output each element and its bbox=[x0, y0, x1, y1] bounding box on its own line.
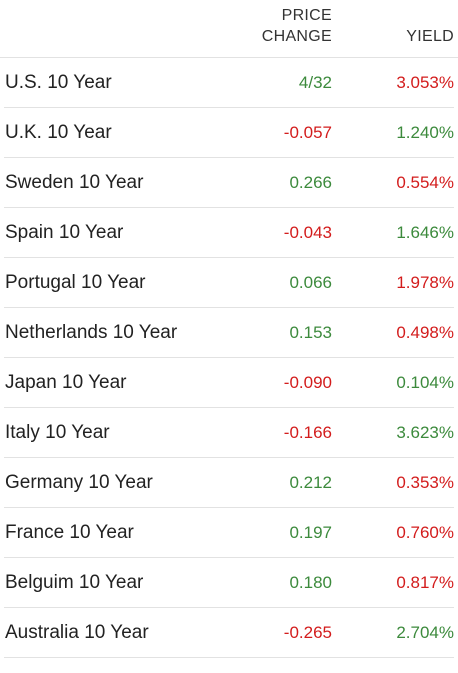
bond-name[interactable]: Germany 10 Year bbox=[5, 472, 153, 493]
yield-value: 0.104% bbox=[396, 373, 454, 392]
price-change-value: -0.166 bbox=[283, 423, 332, 442]
yield-value: 3.623% bbox=[396, 423, 454, 442]
table-header: PRICE CHANGE YIELD bbox=[0, 0, 458, 58]
table-row[interactable]: Italy 10 Year -0.166 3.623% bbox=[4, 408, 454, 458]
table-row[interactable]: Netherlands 10 Year 0.153 0.498% bbox=[4, 308, 454, 358]
table-row[interactable]: U.K. 10 Year -0.057 1.240% bbox=[4, 108, 454, 158]
bond-name[interactable]: Netherlands 10 Year bbox=[5, 322, 178, 343]
bond-name[interactable]: Italy 10 Year bbox=[5, 422, 110, 443]
table-row[interactable]: Sweden 10 Year 0.266 0.554% bbox=[4, 158, 454, 208]
yield-value: 1.646% bbox=[396, 223, 454, 242]
bond-name[interactable]: U.S. 10 Year bbox=[5, 72, 112, 93]
yield-header: YIELD bbox=[406, 28, 454, 45]
yield-value: 0.760% bbox=[396, 523, 454, 542]
bond-name[interactable]: Sweden 10 Year bbox=[5, 172, 144, 193]
price-change-value: 0.197 bbox=[289, 523, 332, 542]
price-change-header-line2: CHANGE bbox=[261, 28, 332, 45]
table-row[interactable]: Spain 10 Year -0.043 1.646% bbox=[4, 208, 454, 258]
bond-name[interactable]: Japan 10 Year bbox=[5, 372, 127, 393]
yield-value: 0.817% bbox=[396, 573, 454, 592]
price-change-value: -0.265 bbox=[283, 623, 332, 642]
yield-value: 1.240% bbox=[396, 123, 454, 142]
bond-name[interactable]: France 10 Year bbox=[5, 522, 134, 543]
price-change-value: 0.266 bbox=[289, 173, 332, 192]
price-change-header-line1: PRICE bbox=[281, 7, 332, 24]
price-change-value: -0.043 bbox=[283, 223, 332, 242]
bond-yields-table: PRICE CHANGE YIELD U.S. 10 Year 4/32 3.053… bbox=[0, 0, 458, 658]
table-row[interactable]: Belguim 10 Year 0.180 0.817% bbox=[4, 558, 454, 608]
table-row[interactable]: U.S. 10 Year 4/32 3.053% bbox=[4, 58, 454, 108]
price-change-value: 0.212 bbox=[289, 473, 332, 492]
yield-value: 3.053% bbox=[396, 73, 454, 92]
table-row[interactable]: Australia 10 Year -0.265 2.704% bbox=[4, 608, 454, 658]
price-change-value: -0.057 bbox=[283, 123, 332, 142]
price-change-header: PRICE CHANGE bbox=[262, 5, 332, 47]
price-change-value: 4/32 bbox=[298, 73, 332, 92]
price-change-value: 0.153 bbox=[289, 323, 332, 342]
table-row[interactable]: France 10 Year 0.197 0.760% bbox=[4, 508, 454, 558]
price-change-value: 0.180 bbox=[289, 573, 332, 592]
yield-value: 0.498% bbox=[396, 323, 454, 342]
yield-value: 0.554% bbox=[396, 173, 454, 192]
bond-name[interactable]: Belguim 10 Year bbox=[5, 572, 144, 593]
table-row[interactable]: Portugal 10 Year 0.066 1.978% bbox=[4, 258, 454, 308]
price-change-value: -0.090 bbox=[283, 373, 332, 392]
yield-value: 2.704% bbox=[396, 623, 454, 642]
table-row[interactable]: Japan 10 Year -0.090 0.104% bbox=[4, 358, 454, 408]
yield-value: 1.978% bbox=[396, 273, 454, 292]
bond-name[interactable]: Spain 10 Year bbox=[5, 222, 124, 243]
table-row[interactable]: Germany 10 Year 0.212 0.353% bbox=[4, 458, 454, 508]
bond-name[interactable]: Portugal 10 Year bbox=[5, 272, 146, 293]
table-body: U.S. 10 Year 4/32 3.053% U.K. 10 Year -0.057… bbox=[0, 58, 458, 658]
bond-name[interactable]: Australia 10 Year bbox=[5, 622, 149, 643]
bond-name[interactable]: U.K. 10 Year bbox=[5, 122, 112, 143]
yield-value: 0.353% bbox=[396, 473, 454, 492]
price-change-value: 0.066 bbox=[289, 273, 332, 292]
